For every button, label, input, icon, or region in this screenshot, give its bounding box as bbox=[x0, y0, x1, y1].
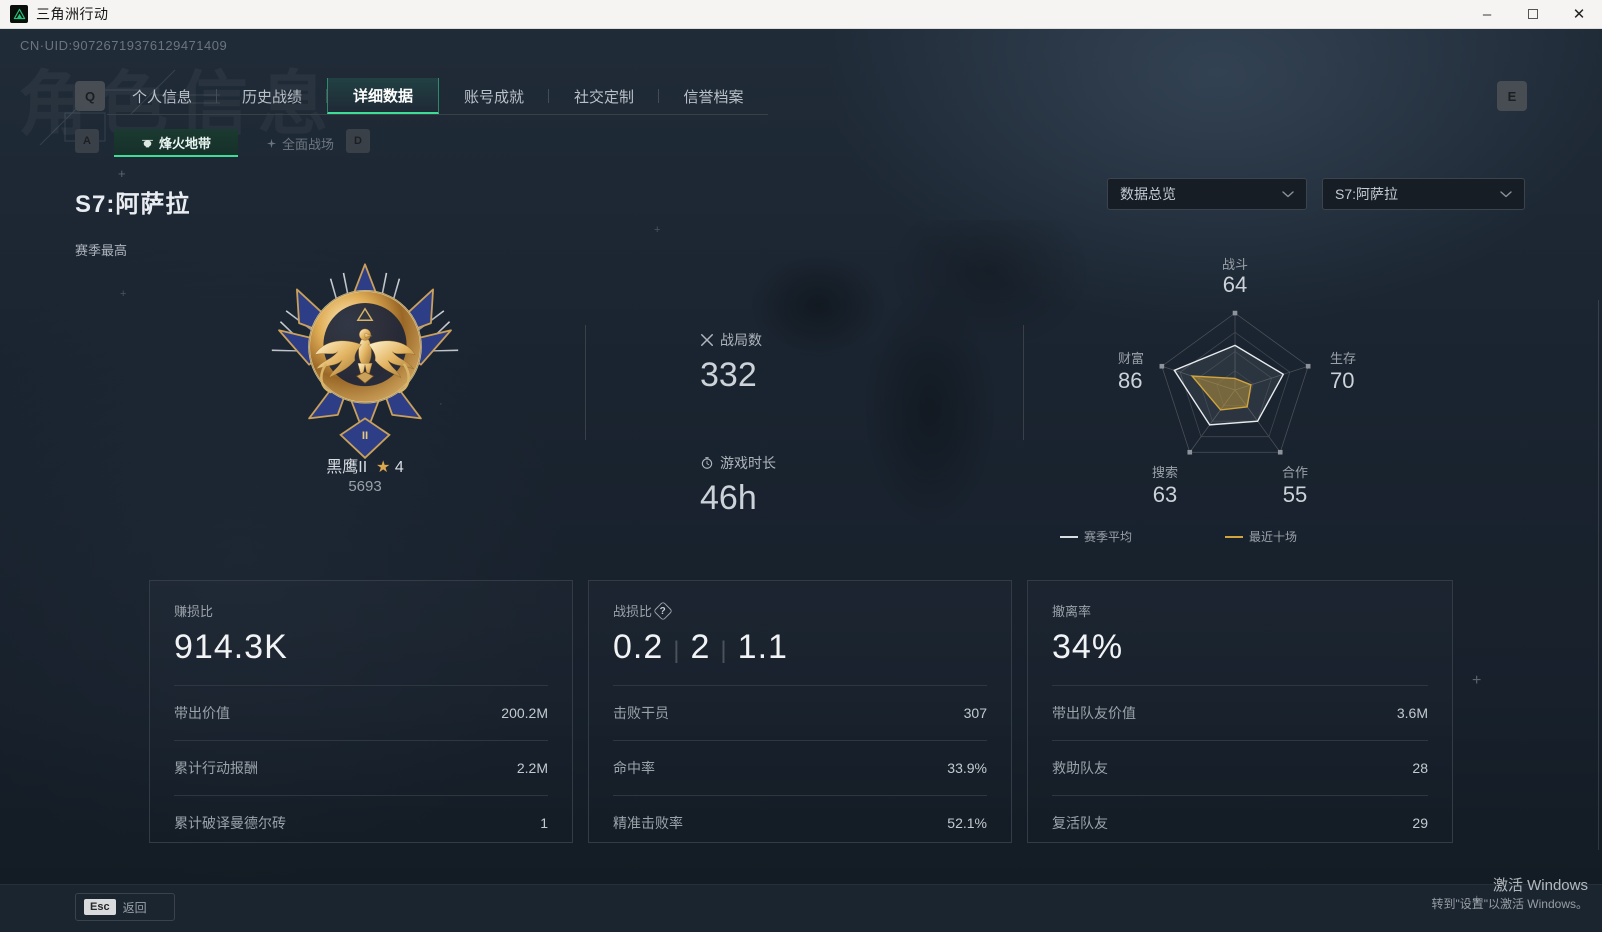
svg-text:II: II bbox=[362, 430, 368, 442]
